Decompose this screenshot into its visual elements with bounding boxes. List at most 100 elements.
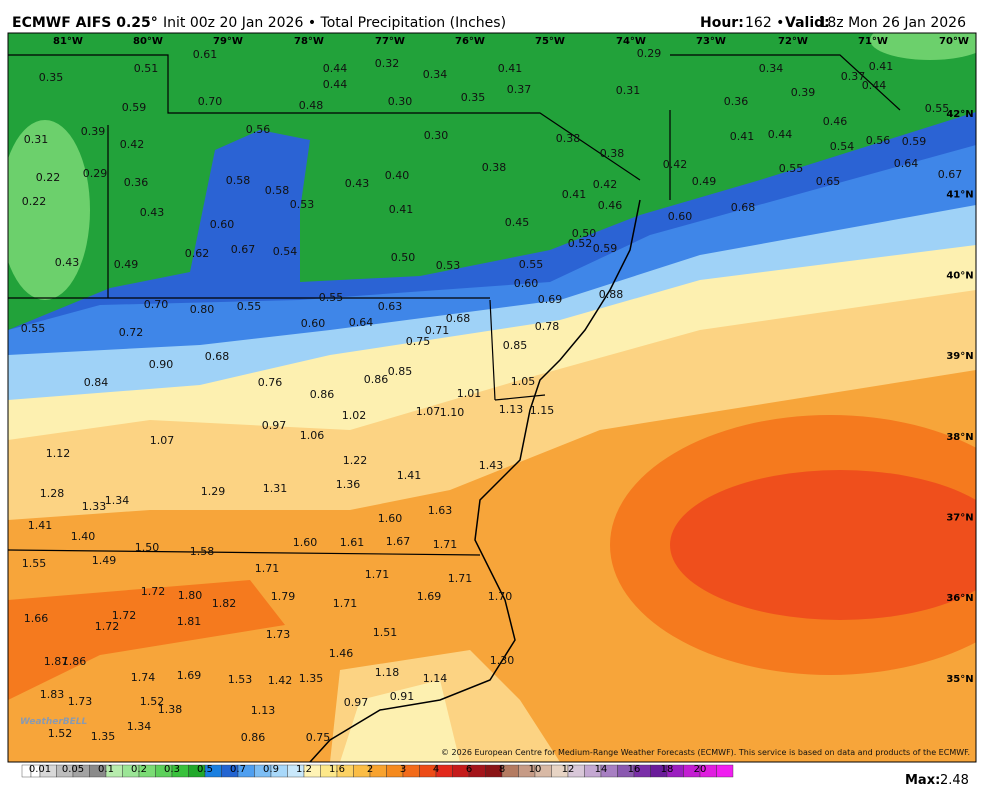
precip-label: 0.65 bbox=[816, 175, 841, 188]
precip-label: 0.72 bbox=[119, 326, 144, 339]
colorbar-tick: 0.5 bbox=[197, 764, 213, 775]
lon-label: 79°W bbox=[213, 36, 243, 47]
precip-label: 0.42 bbox=[663, 158, 688, 171]
precip-label: 0.60 bbox=[301, 317, 326, 330]
precip-label: 0.76 bbox=[258, 376, 283, 389]
lon-label: 77°W bbox=[375, 36, 405, 47]
precip-label: 0.97 bbox=[344, 696, 369, 709]
precip-label: 0.56 bbox=[866, 134, 891, 147]
lat-label: 38°N bbox=[946, 432, 973, 443]
precip-label: 1.12 bbox=[46, 447, 71, 460]
precip-label: 1.63 bbox=[428, 504, 453, 517]
colorbar-tick: 18 bbox=[661, 764, 674, 775]
precip-label: 0.45 bbox=[505, 216, 530, 229]
precip-label: 1.49 bbox=[92, 554, 117, 567]
colorbar-tick: 6 bbox=[466, 764, 472, 775]
precip-label: 1.80 bbox=[178, 589, 203, 602]
precip-label: 1.87 bbox=[44, 655, 69, 668]
precip-label: 0.60 bbox=[514, 277, 539, 290]
precip-label: 1.51 bbox=[373, 626, 398, 639]
precip-label: 0.43 bbox=[140, 206, 165, 219]
precip-label: 1.53 bbox=[228, 673, 253, 686]
precip-label: 0.42 bbox=[593, 178, 618, 191]
lon-label: 76°W bbox=[455, 36, 485, 47]
precip-label: 1.43 bbox=[479, 459, 504, 472]
precip-label: 0.55 bbox=[237, 300, 262, 313]
precip-label: 0.30 bbox=[388, 95, 413, 108]
precip-label: 1.13 bbox=[499, 403, 524, 416]
precip-label: 0.46 bbox=[823, 115, 848, 128]
precip-label: 1.86 bbox=[62, 655, 87, 668]
colorbar-tick: 0.1 bbox=[98, 764, 114, 775]
max-label: Max: bbox=[905, 773, 940, 788]
precip-label: 1.81 bbox=[177, 615, 202, 628]
logo: WeatherBELL bbox=[20, 717, 88, 727]
precip-label: 0.41 bbox=[562, 188, 587, 201]
precip-label: 0.80 bbox=[190, 303, 215, 316]
lon-label: 72°W bbox=[778, 36, 808, 47]
precip-label: 0.68 bbox=[731, 201, 756, 214]
precip-label: 0.49 bbox=[692, 175, 717, 188]
precip-label: 0.22 bbox=[22, 195, 47, 208]
precip-label: 1.72 bbox=[112, 609, 137, 622]
precip-label: 0.60 bbox=[210, 218, 235, 231]
precip-label: 1.71 bbox=[433, 538, 458, 551]
precip-label: 0.41 bbox=[730, 130, 755, 143]
precip-label: 1.73 bbox=[68, 695, 93, 708]
lon-label: 71°W bbox=[858, 36, 888, 47]
lon-label: 70°W bbox=[939, 36, 969, 47]
precip-label: 0.67 bbox=[938, 168, 963, 181]
precip-label: 0.52 bbox=[568, 237, 593, 250]
precip-label: 1.31 bbox=[263, 482, 288, 495]
precip-label: 0.59 bbox=[122, 101, 147, 114]
precip-label: 0.51 bbox=[134, 62, 159, 75]
colorbar-tick: 0.7 bbox=[230, 764, 246, 775]
precip-label: 0.85 bbox=[503, 339, 528, 352]
precip-label: 0.44 bbox=[768, 128, 793, 141]
precip-label: 0.86 bbox=[241, 731, 266, 744]
info: Init 00z 20 Jan 2026 • Total Precipitati… bbox=[163, 15, 506, 31]
precip-label: 1.71 bbox=[255, 562, 280, 575]
precip-label: 1.69 bbox=[417, 590, 442, 603]
lat-label: 36°N bbox=[946, 593, 973, 604]
precip-label: 0.37 bbox=[507, 83, 532, 96]
lon-label: 75°W bbox=[535, 36, 565, 47]
precip-label: 1.82 bbox=[212, 597, 237, 610]
precip-label: 1.41 bbox=[28, 519, 53, 532]
colorbar-tick: 14 bbox=[595, 764, 608, 775]
precip-label: 0.43 bbox=[55, 256, 80, 269]
precip-label: 0.55 bbox=[925, 102, 950, 115]
precip-label: 1.13 bbox=[251, 704, 276, 717]
precip-label: 0.43 bbox=[345, 177, 370, 190]
precip-label: 0.42 bbox=[120, 138, 145, 151]
precip-label: 0.48 bbox=[299, 99, 324, 112]
colorbar-tick: 0.3 bbox=[164, 764, 180, 775]
precip-label: 0.55 bbox=[779, 162, 804, 175]
precip-label: 0.69 bbox=[538, 293, 563, 306]
precip-label: 0.39 bbox=[81, 125, 106, 138]
precip-label: 1.35 bbox=[299, 672, 324, 685]
colorbar-tick: 16 bbox=[628, 764, 641, 775]
hour: 162 • bbox=[745, 15, 784, 31]
precip-label: 1.71 bbox=[365, 568, 390, 581]
precip-label: 0.31 bbox=[616, 84, 641, 97]
colorbar-tick: 0.01 bbox=[29, 764, 51, 775]
precip-label: 1.61 bbox=[340, 536, 365, 549]
precip-label: 1.69 bbox=[177, 669, 202, 682]
precip-label: 1.34 bbox=[105, 494, 130, 507]
colorbar-tick: 20 bbox=[694, 764, 707, 775]
precip-label: 0.49 bbox=[114, 258, 139, 271]
valid-label: Valid: bbox=[785, 15, 830, 31]
precip-label: 1.38 bbox=[158, 703, 183, 716]
precip-label: 0.67 bbox=[231, 243, 256, 256]
precip-label: 0.61 bbox=[193, 48, 218, 61]
precip-label: 1.74 bbox=[131, 671, 156, 684]
precip-label: 0.55 bbox=[319, 291, 344, 304]
hour-label: Hour: bbox=[700, 15, 744, 31]
precip-label: 0.46 bbox=[598, 199, 623, 212]
precip-label: 1.01 bbox=[457, 387, 482, 400]
precip-label: 0.68 bbox=[446, 312, 471, 325]
precip-label: 0.35 bbox=[461, 91, 486, 104]
precip-label: 0.31 bbox=[24, 133, 49, 146]
